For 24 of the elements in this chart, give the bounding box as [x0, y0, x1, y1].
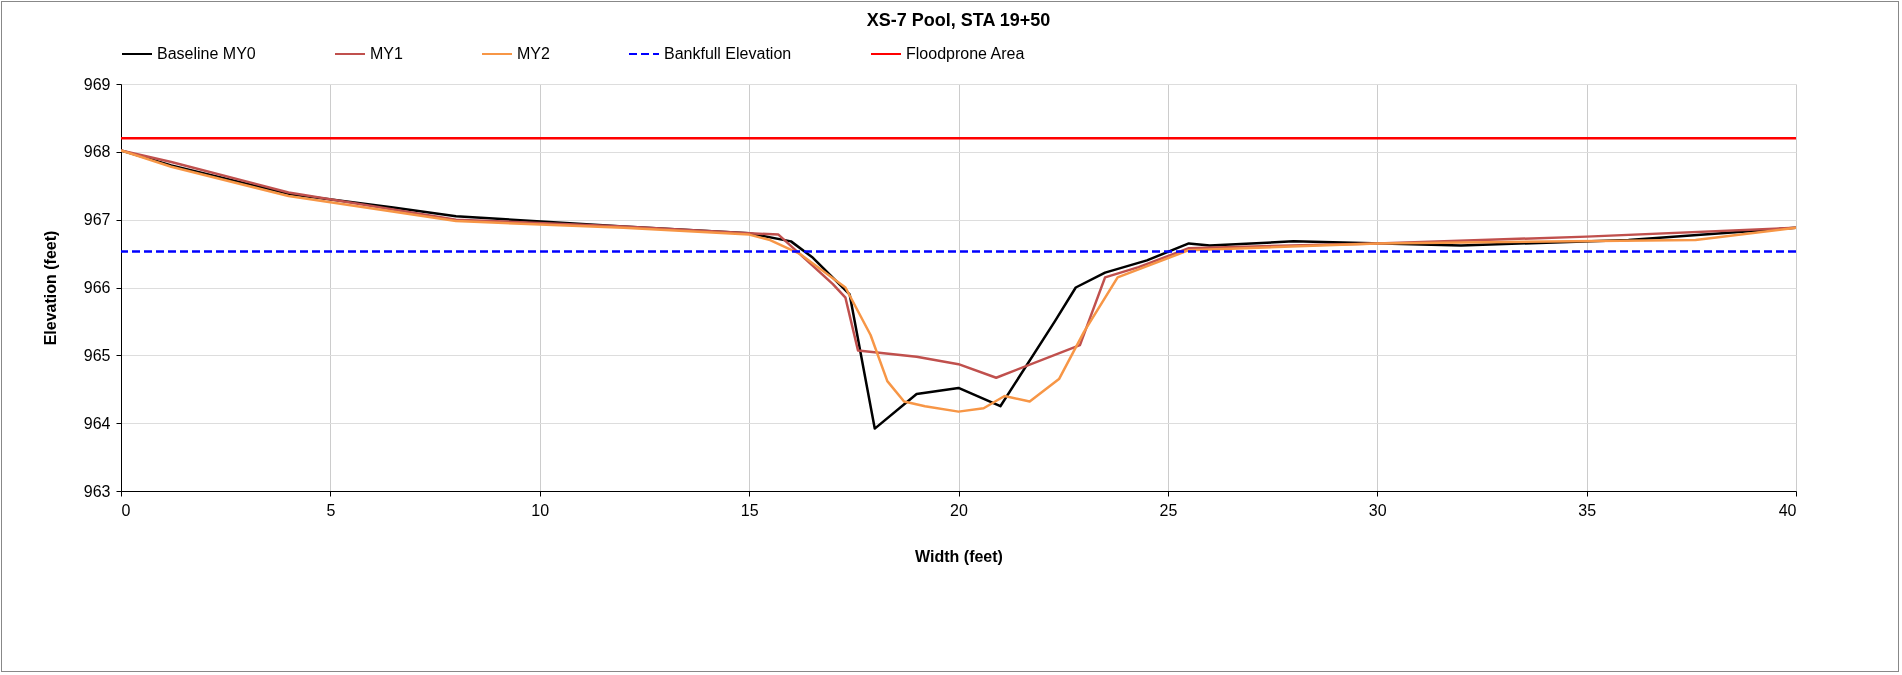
chart-title: XS-7 Pool, STA 19+50: [866, 10, 1051, 30]
y-tick-label: 967: [83, 211, 111, 229]
x-tick-label: 0: [121, 501, 131, 519]
x-tick-label: 30: [1368, 501, 1387, 519]
legend-label: Bankfull Elevation: [664, 45, 792, 62]
x-tick-label: 20: [950, 501, 968, 519]
legend-label: MY2: [517, 45, 550, 62]
x-axis-title: Width (feet): [915, 547, 1003, 565]
x-tick-label: 25: [1159, 501, 1178, 519]
legend-label: Floodprone Area: [906, 45, 1025, 62]
x-tick-label: 40: [1778, 501, 1797, 519]
y-tick-label: 965: [83, 346, 111, 364]
x-tick-label: 10: [531, 501, 550, 519]
x-tick-label: 5: [326, 501, 336, 519]
y-tick-label: 963: [83, 482, 111, 500]
y-tick-label: 968: [83, 143, 111, 161]
legend-label: MY1: [370, 45, 403, 62]
x-tick-label: 15: [740, 501, 759, 519]
x-tick-label: 35: [1578, 501, 1597, 519]
y-tick-label: 969: [83, 75, 111, 93]
y-tick-label: 966: [83, 279, 111, 296]
y-axis-title: Elevation (feet): [41, 230, 59, 346]
y-tick-label: 964: [83, 414, 111, 432]
legend-label: Baseline MY0: [157, 45, 256, 62]
